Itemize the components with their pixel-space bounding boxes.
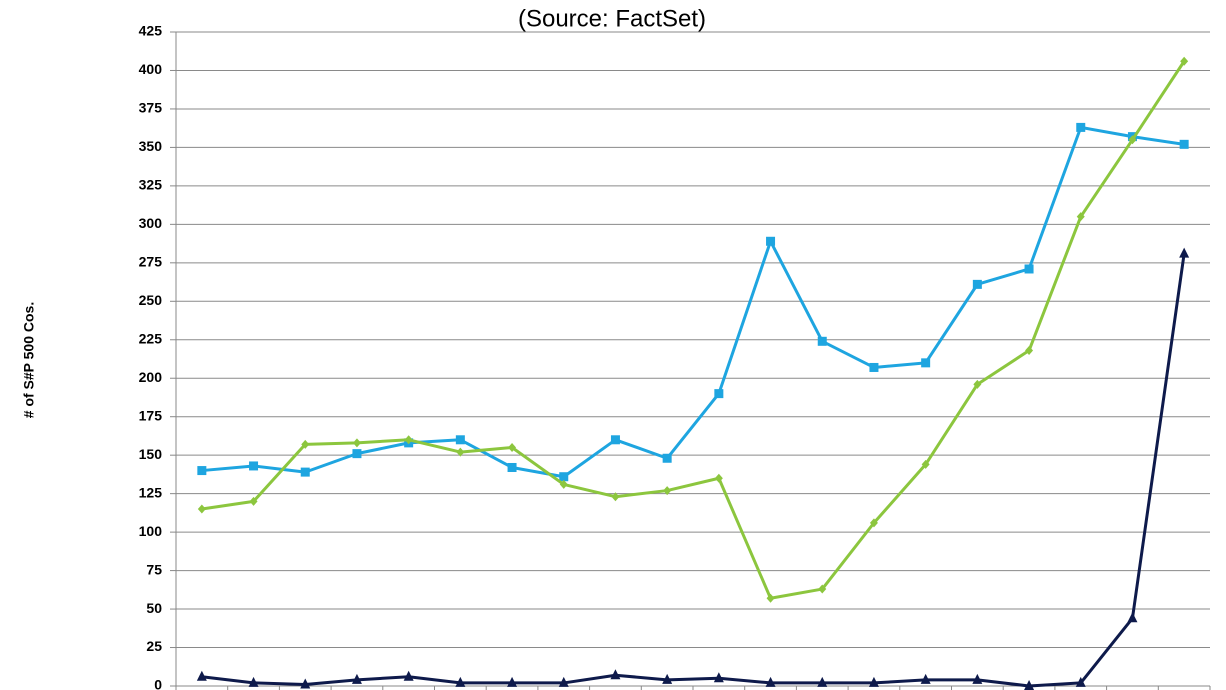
y-tick-label: 425 [139, 23, 163, 39]
marker [558, 676, 569, 687]
marker [610, 669, 621, 680]
y-tick-label: 325 [139, 177, 163, 193]
y-tick-label: 225 [139, 330, 163, 346]
marker [868, 676, 879, 687]
marker [921, 459, 930, 469]
marker [1180, 56, 1189, 66]
marker [611, 492, 620, 502]
marker [507, 462, 517, 472]
marker [714, 389, 724, 399]
marker [559, 472, 569, 482]
marker [817, 676, 828, 687]
marker [455, 676, 466, 687]
marker [1179, 247, 1190, 258]
marker [973, 379, 982, 389]
marker [248, 676, 259, 687]
marker [249, 461, 259, 471]
y-tick-label: 50 [146, 600, 162, 616]
marker [713, 672, 724, 683]
marker [559, 479, 568, 489]
marker [197, 504, 206, 514]
y-tick-label: 0 [154, 677, 162, 690]
y-tick-label: 300 [139, 215, 163, 231]
marker [300, 467, 310, 477]
y-tick-label: 275 [139, 254, 163, 270]
marker [301, 439, 310, 449]
marker [662, 453, 672, 463]
y-tick-label: 400 [139, 61, 163, 77]
marker [663, 486, 672, 496]
marker [972, 279, 982, 289]
y-axis-label: # of S#P 500 Cos. [21, 302, 37, 418]
marker [404, 435, 413, 445]
marker [817, 336, 827, 346]
marker [403, 670, 414, 681]
marker [869, 362, 879, 372]
marker [766, 236, 776, 246]
y-tick-label: 350 [139, 138, 163, 154]
marker [1127, 612, 1138, 623]
marker [766, 593, 775, 603]
marker [1024, 680, 1035, 690]
y-tick-label: 25 [146, 638, 162, 654]
marker [300, 678, 311, 689]
chart-title: (Source: FactSet) [518, 5, 706, 32]
marker [818, 584, 827, 594]
marker [456, 447, 465, 457]
series-line [201, 125, 1185, 479]
marker [1076, 212, 1085, 222]
marker [197, 466, 207, 476]
marker [610, 435, 620, 445]
series-line [201, 60, 1186, 600]
marker [920, 673, 931, 684]
y-tick-label: 125 [139, 484, 163, 500]
marker [662, 673, 673, 684]
marker [1075, 676, 1086, 687]
marker [196, 670, 207, 681]
y-tick-label: 200 [139, 369, 163, 385]
marker [352, 449, 362, 459]
y-tick-label: 175 [139, 407, 163, 423]
series-line [201, 253, 1186, 688]
marker [508, 442, 517, 452]
marker [352, 438, 361, 448]
marker [455, 435, 465, 445]
marker [351, 673, 362, 684]
marker [972, 673, 983, 684]
y-tick-label: 150 [139, 446, 163, 462]
marker [507, 676, 518, 687]
y-tick-label: 100 [139, 523, 163, 539]
marker [249, 496, 258, 506]
marker [1076, 122, 1086, 132]
y-tick-label: 375 [139, 100, 163, 116]
marker [1179, 139, 1189, 149]
marker [714, 473, 723, 483]
marker [765, 676, 776, 687]
y-tick-label: 75 [146, 561, 162, 577]
marker [921, 358, 931, 368]
marker [1128, 135, 1137, 145]
marker [869, 518, 878, 528]
y-tick-label: 250 [139, 292, 163, 308]
marker [1025, 346, 1034, 356]
marker [1024, 264, 1034, 274]
